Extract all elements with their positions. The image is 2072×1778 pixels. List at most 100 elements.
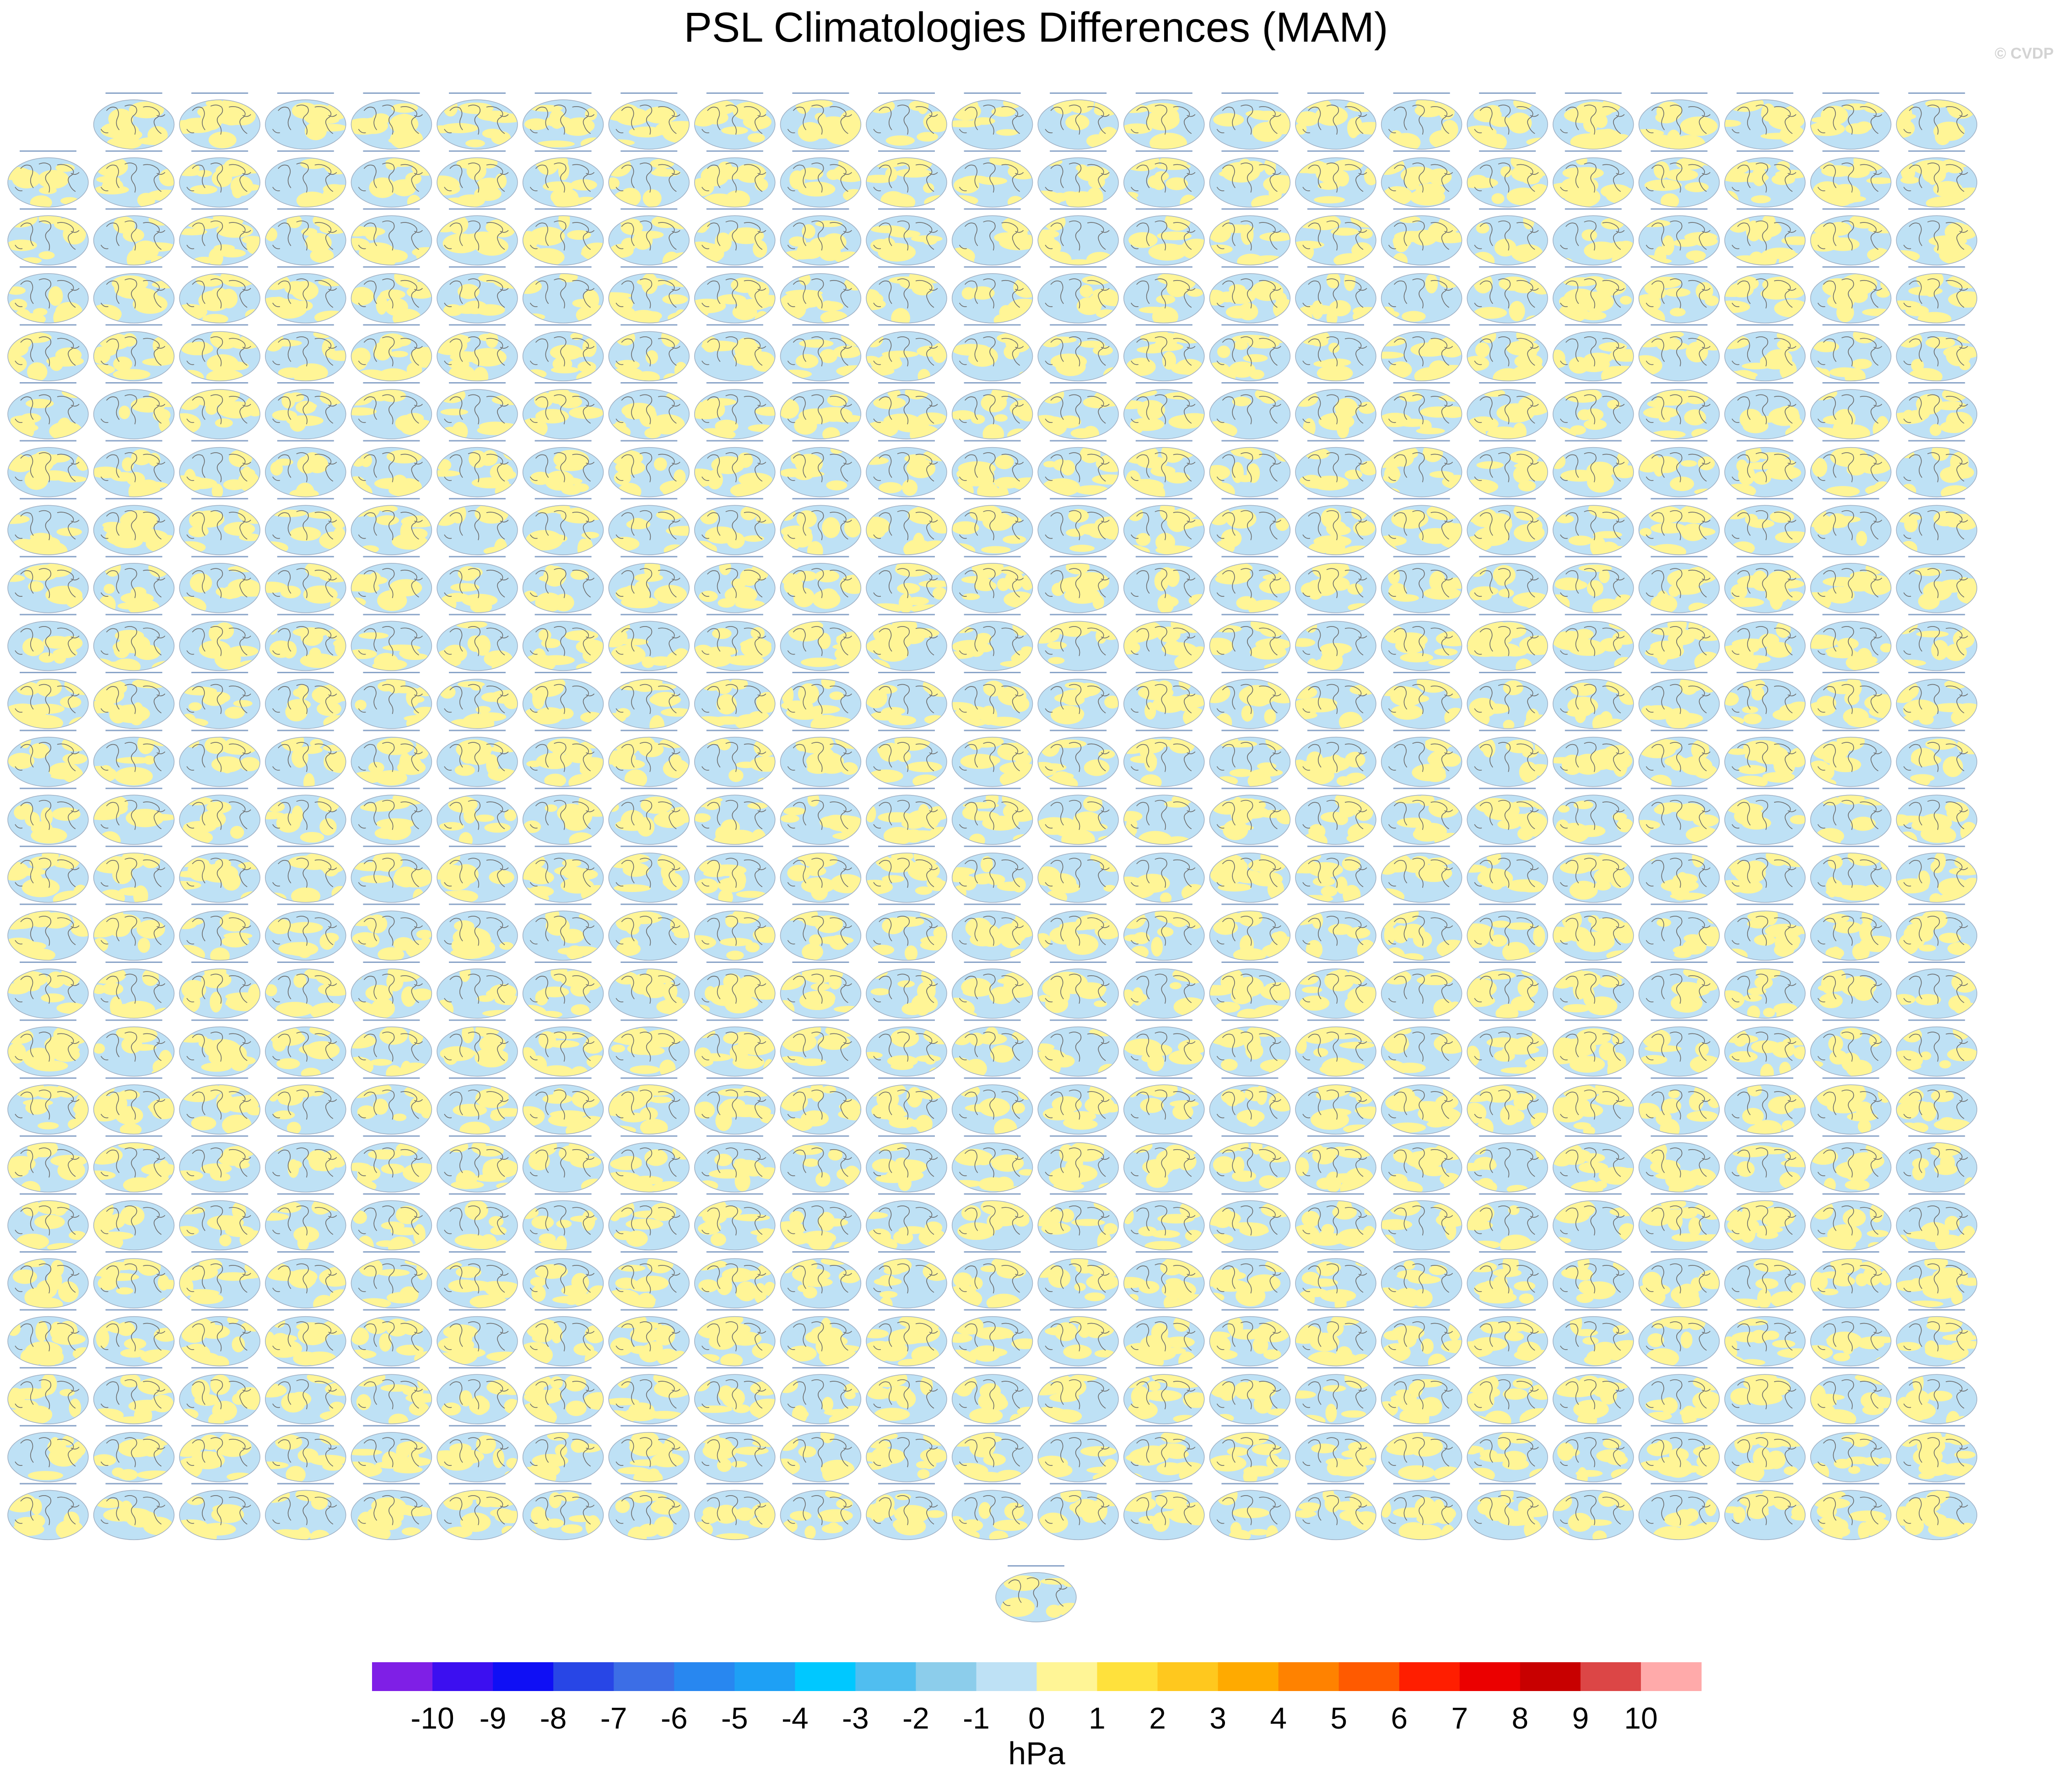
panel-heading bbox=[449, 556, 506, 557]
panel-field-positive bbox=[213, 216, 244, 229]
panel-heading bbox=[706, 962, 763, 963]
panel-coastline bbox=[1903, 162, 1968, 193]
panel-field-positive bbox=[8, 216, 38, 228]
panel-field-positive bbox=[1584, 419, 1607, 430]
panel-field-positive bbox=[402, 653, 428, 660]
panel-field-positive bbox=[1826, 222, 1851, 236]
panel-field-positive bbox=[65, 588, 77, 602]
panel-field-positive bbox=[233, 995, 260, 1003]
map-panel bbox=[1209, 672, 1291, 729]
panel-field-positive bbox=[437, 470, 461, 477]
panel-outline bbox=[1638, 389, 1720, 439]
panel-coastline bbox=[1646, 336, 1710, 367]
panel-heading bbox=[363, 556, 420, 557]
panel-outline bbox=[179, 99, 260, 150]
panel-heading bbox=[534, 382, 592, 384]
panel-field-positive bbox=[1725, 858, 1742, 870]
panel-field-positive bbox=[1681, 460, 1697, 467]
panel-field-positive bbox=[1566, 709, 1591, 717]
panel-coastline bbox=[15, 452, 80, 482]
panel-field-positive bbox=[474, 186, 502, 201]
map-panel bbox=[1123, 498, 1205, 555]
map-panel bbox=[866, 672, 947, 729]
panel-field-positive bbox=[1381, 487, 1400, 497]
panel-outline bbox=[780, 273, 862, 324]
panel-field-positive bbox=[111, 911, 124, 924]
panel-field-positive bbox=[1137, 400, 1166, 420]
panel-field-positive bbox=[717, 294, 746, 305]
panel-field-positive bbox=[615, 360, 640, 370]
panel-field-positive bbox=[1917, 312, 1952, 323]
panel-field-positive bbox=[316, 117, 339, 124]
map-panel bbox=[179, 730, 260, 787]
panel-field-positive bbox=[805, 865, 826, 876]
map-panel bbox=[608, 208, 690, 265]
panel-field-positive bbox=[52, 807, 81, 821]
panel-field-positive bbox=[620, 638, 649, 645]
panel-heading bbox=[1565, 845, 1622, 847]
panel-coastline bbox=[787, 394, 852, 425]
map-panel bbox=[1467, 845, 1548, 903]
panel-field-positive bbox=[437, 175, 460, 195]
panel-field-positive bbox=[1653, 161, 1670, 179]
panel-field-positive bbox=[534, 714, 561, 724]
panel-coastline bbox=[1560, 104, 1625, 135]
map-panel bbox=[351, 672, 432, 729]
map-panel bbox=[780, 903, 862, 961]
panel-outline bbox=[1295, 273, 1376, 324]
panel-field-positive bbox=[458, 103, 494, 114]
panel-field-positive bbox=[416, 930, 432, 939]
panel-field-positive bbox=[930, 517, 947, 534]
panel-field-positive bbox=[1820, 105, 1848, 125]
panel-field-positive bbox=[1218, 292, 1236, 303]
panel-field-positive bbox=[1245, 110, 1269, 118]
panel-field-positive bbox=[535, 409, 569, 424]
map-panel bbox=[1810, 730, 1892, 787]
map-panel bbox=[1724, 440, 1806, 497]
map-panel bbox=[951, 440, 1033, 497]
panel-heading bbox=[1737, 903, 1793, 905]
panel-coastline bbox=[1302, 394, 1367, 425]
panel-field-positive bbox=[924, 715, 946, 724]
panel-field-positive bbox=[1249, 369, 1264, 379]
panel-heading bbox=[1221, 266, 1279, 268]
panel-field-positive bbox=[278, 942, 317, 956]
panel-field-positive bbox=[609, 292, 632, 299]
panel-heading bbox=[792, 788, 849, 789]
map-panel bbox=[7, 730, 89, 787]
map-panel bbox=[1810, 903, 1892, 961]
panel-heading bbox=[277, 382, 334, 384]
panel-heading bbox=[1908, 324, 1965, 326]
panel-field-positive bbox=[389, 797, 425, 805]
panel-field-positive bbox=[55, 302, 82, 321]
map-panel bbox=[1638, 92, 1720, 150]
map-panel bbox=[694, 903, 776, 961]
panel-field-positive bbox=[153, 391, 174, 407]
panel-heading bbox=[534, 845, 592, 847]
panel-field-positive bbox=[9, 298, 27, 311]
panel-field-positive bbox=[99, 831, 121, 845]
panel-heading bbox=[1737, 324, 1793, 326]
map-panel bbox=[1810, 324, 1892, 382]
panel-coastline bbox=[1302, 278, 1367, 309]
panel-field-positive bbox=[812, 590, 841, 609]
panel-coastline bbox=[1045, 220, 1110, 251]
panel-coastline bbox=[1388, 162, 1453, 193]
map-panel bbox=[608, 324, 690, 382]
panel-heading bbox=[1221, 440, 1279, 442]
panel-field-positive bbox=[788, 236, 806, 247]
panel-field-positive bbox=[670, 754, 682, 767]
panel-field-positive bbox=[103, 523, 138, 535]
map-panel bbox=[93, 324, 175, 382]
panel-field-positive bbox=[780, 369, 812, 378]
panel-heading bbox=[1651, 92, 1708, 94]
panel-field-positive bbox=[1259, 578, 1290, 594]
panel-outline bbox=[1810, 99, 1892, 150]
panel-field-positive bbox=[1742, 706, 1759, 713]
map-panel bbox=[1381, 92, 1462, 150]
map-panel bbox=[1295, 903, 1376, 961]
map-panel bbox=[1037, 614, 1119, 671]
panel-field-positive bbox=[1058, 973, 1088, 994]
panel-coastline bbox=[272, 336, 337, 367]
panel-outline bbox=[1467, 389, 1548, 439]
